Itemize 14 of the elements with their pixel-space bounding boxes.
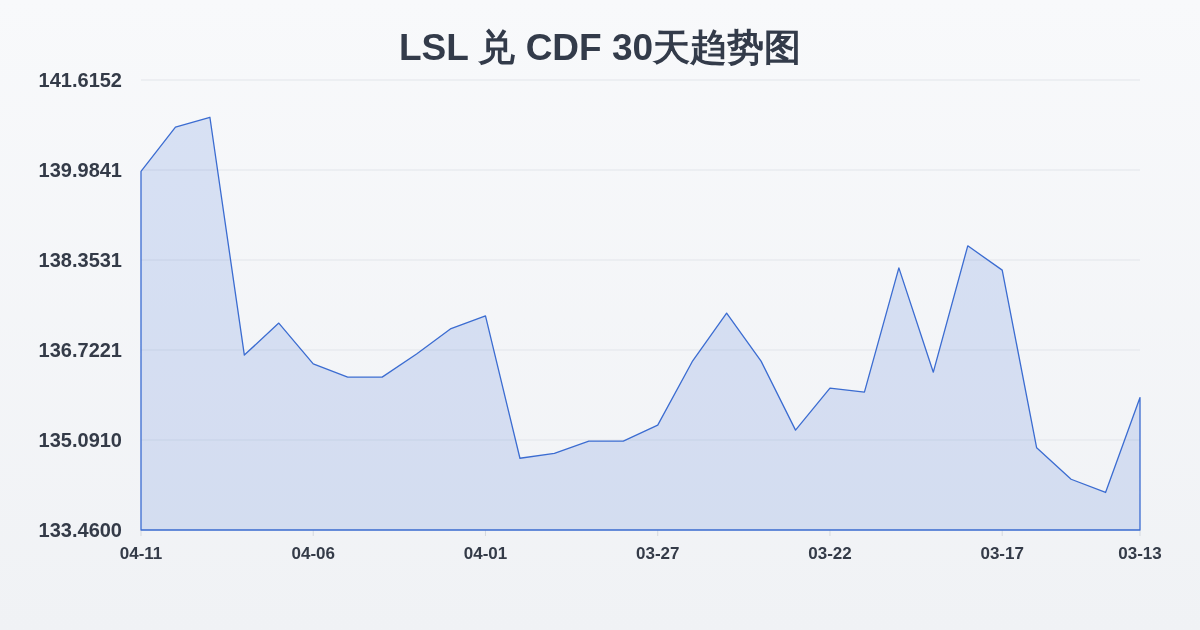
x-tick-label: 03-13: [1118, 544, 1162, 563]
x-tick-label: 03-22: [808, 544, 852, 563]
x-tick-label: 04-06: [291, 544, 335, 563]
x-tick-label: 03-17: [980, 544, 1024, 563]
y-tick-label: 139.9841: [38, 159, 122, 181]
y-tick-label: 138.3531: [38, 249, 122, 271]
y-tick-label: 136.7221: [38, 339, 122, 361]
x-tick-label: 04-01: [463, 544, 508, 563]
x-tick-label: 03-27: [636, 544, 680, 563]
title: LSL 兑 CDF 30天趋势图: [398, 27, 802, 68]
y-tick-label: 133.4600: [38, 519, 122, 541]
y-tick-label: 135.0910: [38, 429, 122, 451]
x-tick-label: 04-11: [119, 544, 163, 563]
y-tick-label: 141.6152: [38, 69, 122, 91]
